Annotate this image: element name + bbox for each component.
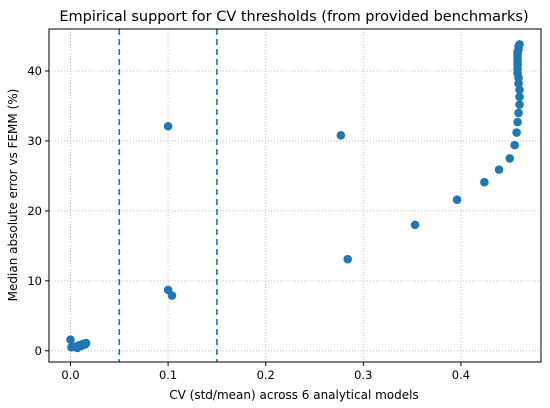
y-tick-label: 0 [35,344,42,358]
data-points [66,40,524,353]
data-point [512,128,521,137]
data-point [515,40,524,49]
threshold-lines [118,29,218,362]
x-tick-label: 0.3 [354,368,372,382]
chart-title: Empirical support for CV thresholds (fro… [59,9,528,25]
data-point [167,291,177,300]
data-point [81,338,91,348]
y-tick-label: 10 [27,274,42,288]
y-tick-label: 20 [27,204,42,218]
data-point [515,100,524,109]
x-axis-label: CV (std/mean) across 6 analytical models [169,388,418,402]
x-tick-label: 0.0 [61,368,79,382]
y-axis-label: Median absolute error vs FEMM (%) [6,89,20,302]
data-point [515,92,524,102]
data-point [514,108,523,118]
x-tick-label: 0.2 [257,368,275,382]
data-point [515,85,524,95]
data-point [480,177,489,187]
data-point [336,131,346,140]
plot-frame [48,28,542,363]
data-point [343,254,353,264]
x-tick-label: 0.1 [159,368,177,382]
data-point [452,195,462,204]
data-point [494,165,504,174]
y-tick-label: 30 [27,134,42,148]
x-tick-label: 0.4 [452,368,470,382]
y-axis-ticks: 0 10 20 30 40 [27,64,49,358]
data-point [410,220,420,230]
y-tick-label: 40 [27,64,42,78]
data-point [513,117,522,127]
data-point [66,335,75,344]
x-axis-ticks: 0.0 0.1 0.2 0.3 0.4 [61,362,470,382]
data-point [505,154,515,163]
data-point [510,140,519,150]
data-point [163,121,173,131]
grid-lines [49,29,541,362]
